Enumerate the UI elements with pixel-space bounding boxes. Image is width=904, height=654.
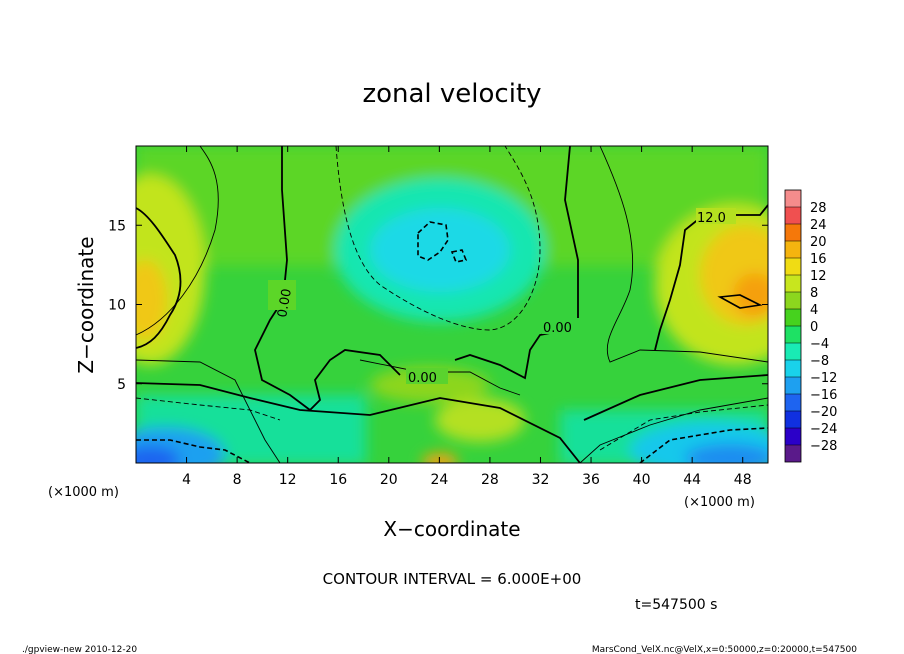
- colorbar-label: −16: [810, 388, 837, 403]
- colorbar-swatch: [785, 445, 801, 462]
- footer-right: MarsCond_VelX.nc@VelX,x=0:50000,z=0:2000…: [592, 645, 857, 654]
- x-tick-label: 12: [279, 472, 297, 488]
- colorbar-label: 16: [810, 252, 827, 267]
- colorbar-swatch: [785, 275, 801, 292]
- contour-label: 0.00: [543, 321, 572, 336]
- contour-label-group: 0.00 0.00 0.00 12.0: [268, 208, 736, 386]
- colorbar: 28 24 20 16 12 8 4 0 −4 −8 −12 −16 −20 −24 −28: [784, 189, 837, 463]
- y-axis: 5 10 15: [108, 218, 768, 393]
- colorbar-label: −28: [810, 439, 837, 454]
- colorbar-swatch: [785, 428, 801, 445]
- x-axis-unit-left: (×1000 m): [48, 485, 119, 500]
- velocity-field-blobs: [136, 146, 768, 463]
- colorbar-swatch: [785, 292, 801, 309]
- chart-title: zonal velocity: [362, 79, 541, 109]
- x-tick-label: 32: [532, 472, 550, 488]
- colorbar-swatch: [785, 394, 801, 411]
- x-tick-label: 40: [633, 472, 651, 488]
- x-tick-label: 4: [182, 472, 191, 488]
- x-tick-label: 44: [683, 472, 701, 488]
- colorbar-swatch: [785, 377, 801, 394]
- colorbar-swatch: [785, 411, 801, 428]
- colorbar-swatch: [785, 207, 801, 224]
- colorbar-swatch: [785, 241, 801, 258]
- contour-label: 0.00: [408, 371, 437, 386]
- negative-contours: [136, 146, 768, 463]
- y-tick-label: 10: [108, 298, 126, 314]
- colorbar-label: −8: [810, 354, 829, 369]
- colorbar-label: −24: [810, 422, 837, 437]
- x-tick-label: 20: [380, 472, 398, 488]
- colorbar-label: 12: [810, 269, 827, 284]
- x-tick-label: 28: [481, 472, 499, 488]
- colorbar-label: 8: [810, 286, 818, 301]
- colorbar-label: 0: [810, 320, 818, 335]
- colorbar-label: −4: [810, 337, 829, 352]
- colorbar-label: 4: [810, 303, 818, 318]
- contour-label: 12.0: [697, 211, 726, 226]
- x-tick-label: 16: [329, 472, 347, 488]
- colorbar-swatch: [785, 360, 801, 377]
- x-tick-label: 48: [734, 472, 752, 488]
- colorbar-label: 20: [810, 235, 827, 250]
- x-tick-label: 36: [582, 472, 600, 488]
- colorbar-swatch: [785, 190, 801, 207]
- contour-label: 0.00: [275, 288, 295, 319]
- plot-area: 0.00 0.00 0.00 12.0: [136, 146, 768, 463]
- colorbar-swatch: [785, 309, 801, 326]
- colorbar-label: 24: [810, 218, 827, 233]
- contour-interval: CONTOUR INTERVAL = 6.000E+00: [323, 570, 582, 588]
- y-axis-label: Z−coordinate: [74, 236, 98, 373]
- colorbar-swatch: [785, 326, 801, 343]
- colorbar-label: −20: [810, 405, 837, 420]
- colorbar-label: −12: [810, 371, 837, 386]
- y-tick-label: 15: [108, 218, 126, 234]
- footer-left: ./gpview-new 2010-12-20: [22, 645, 137, 654]
- time-label: t=547500 s: [635, 597, 717, 613]
- x-tick-label: 8: [233, 472, 242, 488]
- x-axis-unit-right: (×1000 m): [684, 495, 755, 510]
- contour-lines: [136, 146, 768, 463]
- y-tick-label: 5: [117, 377, 126, 393]
- x-axis-label: X−coordinate: [383, 517, 520, 541]
- colorbar-swatch: [785, 224, 801, 241]
- colorbar-swatch: [785, 258, 801, 275]
- x-axis: 4 8 12 16 20 24 28 32 36 40 44 48: [182, 146, 752, 488]
- colorbar-swatch: [785, 343, 801, 360]
- x-tick-label: 24: [430, 472, 448, 488]
- colorbar-label: 28: [810, 201, 827, 216]
